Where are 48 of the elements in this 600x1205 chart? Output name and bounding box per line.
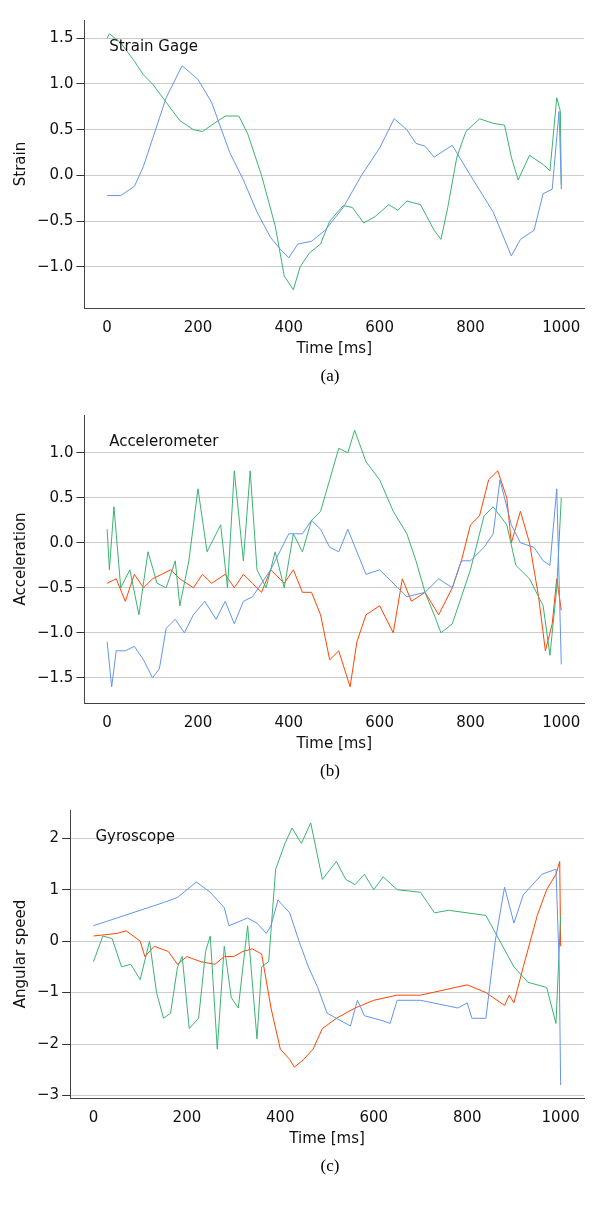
x-axis-title: Time [ms] [288,1128,365,1147]
x-axis-title: Time [ms] [295,338,373,357]
x-tick-label: 0 [102,317,112,336]
x-axis-title: Time [ms] [295,733,373,752]
y-tick-label: −3 [36,1085,60,1104]
y-tick-label: −1.0 [36,256,74,275]
y-tick-label: −0.5 [36,211,74,230]
y-axis-title: Angular speed [10,899,29,1009]
y-axis-title: Acceleration [10,512,29,606]
y-tick-label: 0 [49,931,60,950]
text: Gyroscope [95,827,175,846]
y-tick-label: 0.5 [49,119,74,138]
y-tick-label: −1.0 [36,622,74,641]
y-tick-label: 1.0 [49,73,74,92]
x-tick-label: 400 [274,317,304,336]
text: Accelerometer [109,432,220,451]
y-tick-label: 0.0 [49,165,74,184]
y-tick-label: −0.5 [36,577,74,596]
x-tick-label: 400 [266,1107,295,1126]
y-tick-label: −1 [36,982,60,1001]
x-tick-label: 1000 [541,1107,580,1126]
x-tick-label: 200 [172,1107,202,1126]
y-axis-title: Strain [10,141,29,187]
x-tick-label: 0 [102,712,112,731]
x-tick-label: 1000 [542,317,581,336]
x-tick-label: 0 [88,1107,99,1126]
x-tick-label: 800 [456,317,485,336]
text: (a) [319,366,341,386]
x-tick-label: 1000 [542,712,581,731]
x-tick-label: 200 [183,317,213,336]
x-tick-label: 400 [274,712,304,731]
x-tick-label: 600 [359,1107,389,1126]
x-tick-label: 600 [365,712,394,731]
y-tick-label: 0.0 [49,532,74,551]
y-tick-label: 2 [49,828,60,847]
text: (c) [319,1156,341,1176]
x-tick-label: 200 [183,712,213,731]
y-tick-label: 1.0 [49,442,74,461]
x-tick-label: 600 [365,317,394,336]
text: Strain Gage [109,37,198,56]
y-tick-label: 1 [49,879,60,898]
y-tick-label: −1.5 [36,667,74,686]
text: (b) [319,761,341,781]
y-tick-label: 1.5 [49,28,74,47]
y-tick-label: 0.5 [49,487,74,506]
y-tick-label: −2 [36,1033,60,1052]
x-tick-label: 800 [452,1107,482,1126]
x-tick-label: 800 [456,712,485,731]
